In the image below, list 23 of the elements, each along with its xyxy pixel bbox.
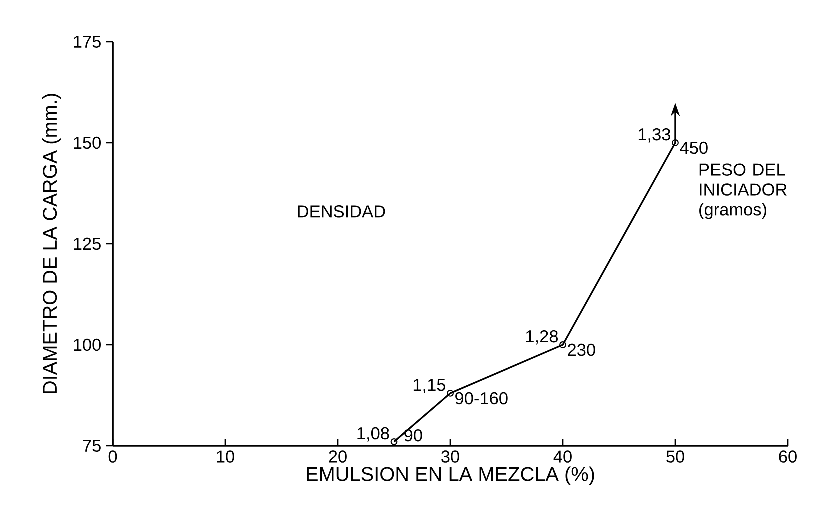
x-tick-label: 30 [442,450,460,463]
annotation: PESO DEL INICIADOR (gramos) [700,164,787,220]
annotation: 90-160 [456,392,508,405]
y-tick-label: 75 [83,440,101,452]
annotation: 230 [568,344,596,356]
annotation: 450 [680,142,708,154]
y-tick-label: 100 [74,338,101,352]
annotation: 1,33 [638,128,670,143]
y-tick-label: 125 [74,238,101,250]
annotation: 1,15 [414,379,446,394]
annotation: 1,08 [358,427,390,442]
x-tick-label: 40 [554,450,572,463]
x-tick-label: 60 [779,450,797,463]
x-axis-title: EMULSION EN LA MEZCLA (%) [307,466,594,486]
y-axis-title: DIAMETRO DE LA CARGA (mm.) [42,94,62,394]
x-tick-label: 0 [108,450,118,463]
annotation: DENSIDAD [298,206,386,218]
y-tick-label: 150 [74,136,101,150]
x-tick-label: 50 [666,450,684,463]
x-tick-label: 20 [329,450,347,463]
annotation: 1,28 [526,330,558,345]
x-tick-label: 10 [217,450,234,463]
y-tick-label: 175 [74,36,101,48]
